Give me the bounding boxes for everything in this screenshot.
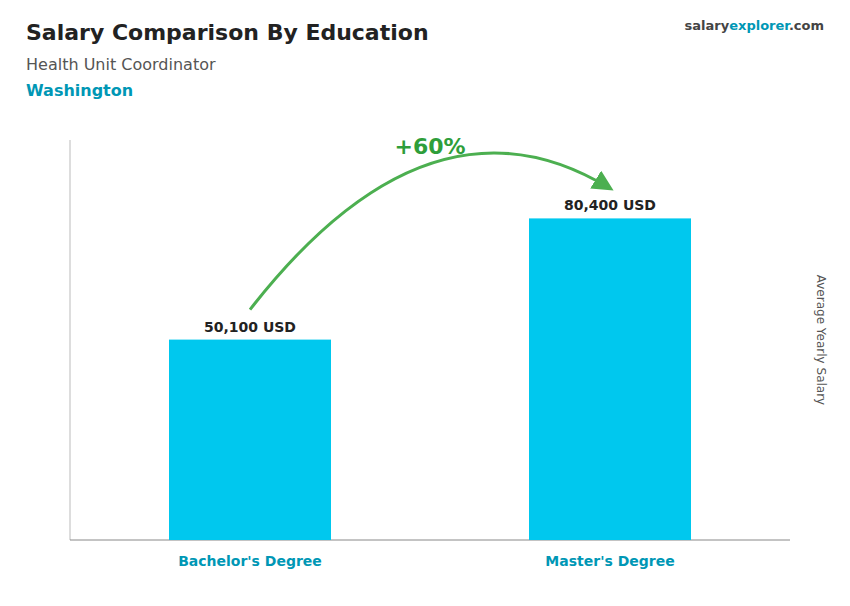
category-label: Bachelor's Degree (178, 553, 322, 569)
y-axis-line (70, 140, 71, 540)
bar (169, 340, 331, 540)
y-axis-label: Average Yearly Salary (814, 275, 828, 405)
data-label: 50,100 USD (204, 319, 296, 335)
chart-svg: Salary Comparison By Education Health Uni… (0, 0, 850, 606)
chart-container: Salary Comparison By Education Health Uni… (0, 0, 850, 606)
subtitle: Health Unit Coordinator (26, 55, 216, 74)
watermark-part: explorer (729, 18, 791, 33)
bar (529, 218, 691, 540)
watermark-part: .com (789, 18, 824, 33)
bars (169, 218, 691, 540)
change-arrow (250, 153, 610, 310)
watermark: salaryexplorer.com (685, 18, 824, 33)
percent-change: +60% (394, 134, 465, 159)
location: Washington (26, 81, 133, 100)
title: Salary Comparison By Education (26, 20, 429, 45)
category-label: Master's Degree (545, 553, 674, 569)
data-label: 80,400 USD (564, 197, 656, 213)
watermark-part: salary (685, 18, 730, 33)
